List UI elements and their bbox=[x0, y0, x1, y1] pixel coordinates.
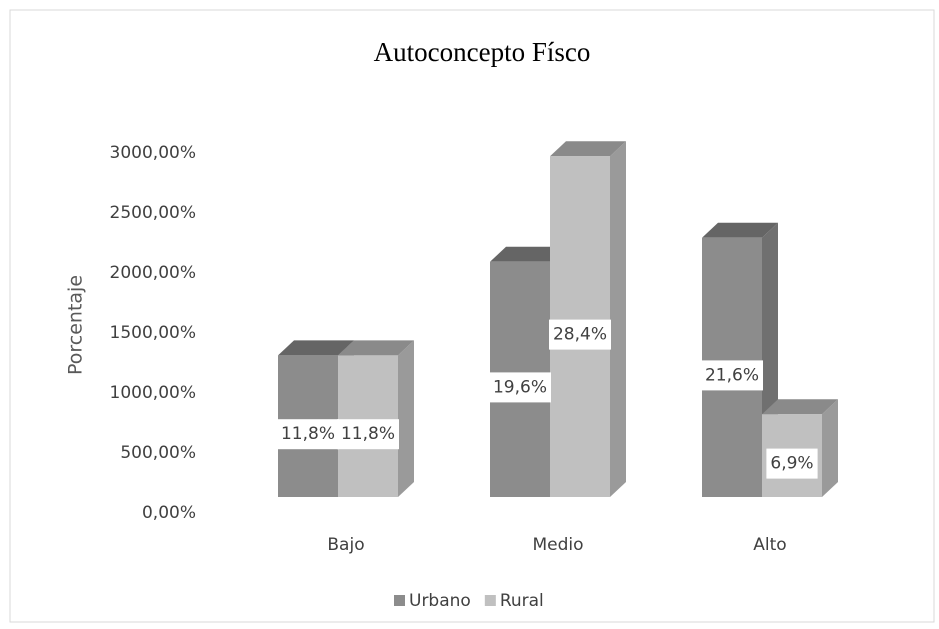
data-label: 6,9% bbox=[770, 454, 813, 474]
legend-swatch bbox=[484, 595, 496, 606]
x-tick-label: Bajo bbox=[327, 535, 364, 555]
data-label: 21,6% bbox=[705, 365, 759, 385]
y-tick-label: 2000,00% bbox=[110, 263, 196, 283]
bar-top bbox=[278, 340, 354, 356]
data-label: 11,8% bbox=[281, 424, 335, 444]
y-tick-label: 500,00% bbox=[120, 443, 196, 463]
data-label-box bbox=[700, 360, 764, 391]
legend-label: Urbano bbox=[409, 591, 471, 611]
data-label: 28,4% bbox=[553, 325, 607, 345]
x-tick-label: Alto bbox=[753, 535, 786, 555]
y-tick-label: 0,00% bbox=[142, 503, 196, 523]
y-axis-title: Porcentaje bbox=[65, 275, 87, 375]
bar-side bbox=[610, 141, 626, 497]
bar-side bbox=[398, 340, 414, 497]
legend-swatch bbox=[394, 595, 405, 606]
bar bbox=[338, 340, 414, 497]
x-tick-label: Medio bbox=[532, 535, 583, 555]
chart-title: Autoconcepto Físco bbox=[374, 37, 591, 67]
bar-side bbox=[822, 399, 838, 497]
bar-top bbox=[550, 141, 626, 157]
bar-top bbox=[762, 399, 838, 415]
bar-top bbox=[702, 222, 778, 238]
legend-label: Rural bbox=[500, 591, 544, 611]
y-tick-label: 2500,00% bbox=[110, 203, 196, 223]
data-label-box bbox=[276, 419, 340, 450]
data-label-box bbox=[336, 419, 400, 450]
data-label: 19,6% bbox=[493, 377, 547, 397]
data-label-box bbox=[488, 372, 552, 403]
bar bbox=[550, 141, 626, 497]
y-tick-label: 1500,00% bbox=[110, 323, 196, 343]
chart-border bbox=[9, 9, 935, 623]
bar-top bbox=[338, 340, 414, 356]
y-tick-label: 1000,00% bbox=[110, 383, 196, 403]
data-label-box bbox=[766, 448, 818, 479]
data-label-box bbox=[548, 319, 612, 350]
bar bbox=[762, 399, 838, 497]
data-label: 11,8% bbox=[341, 424, 395, 444]
y-tick-label: 3000,00% bbox=[110, 143, 196, 163]
bar-top bbox=[490, 246, 566, 262]
